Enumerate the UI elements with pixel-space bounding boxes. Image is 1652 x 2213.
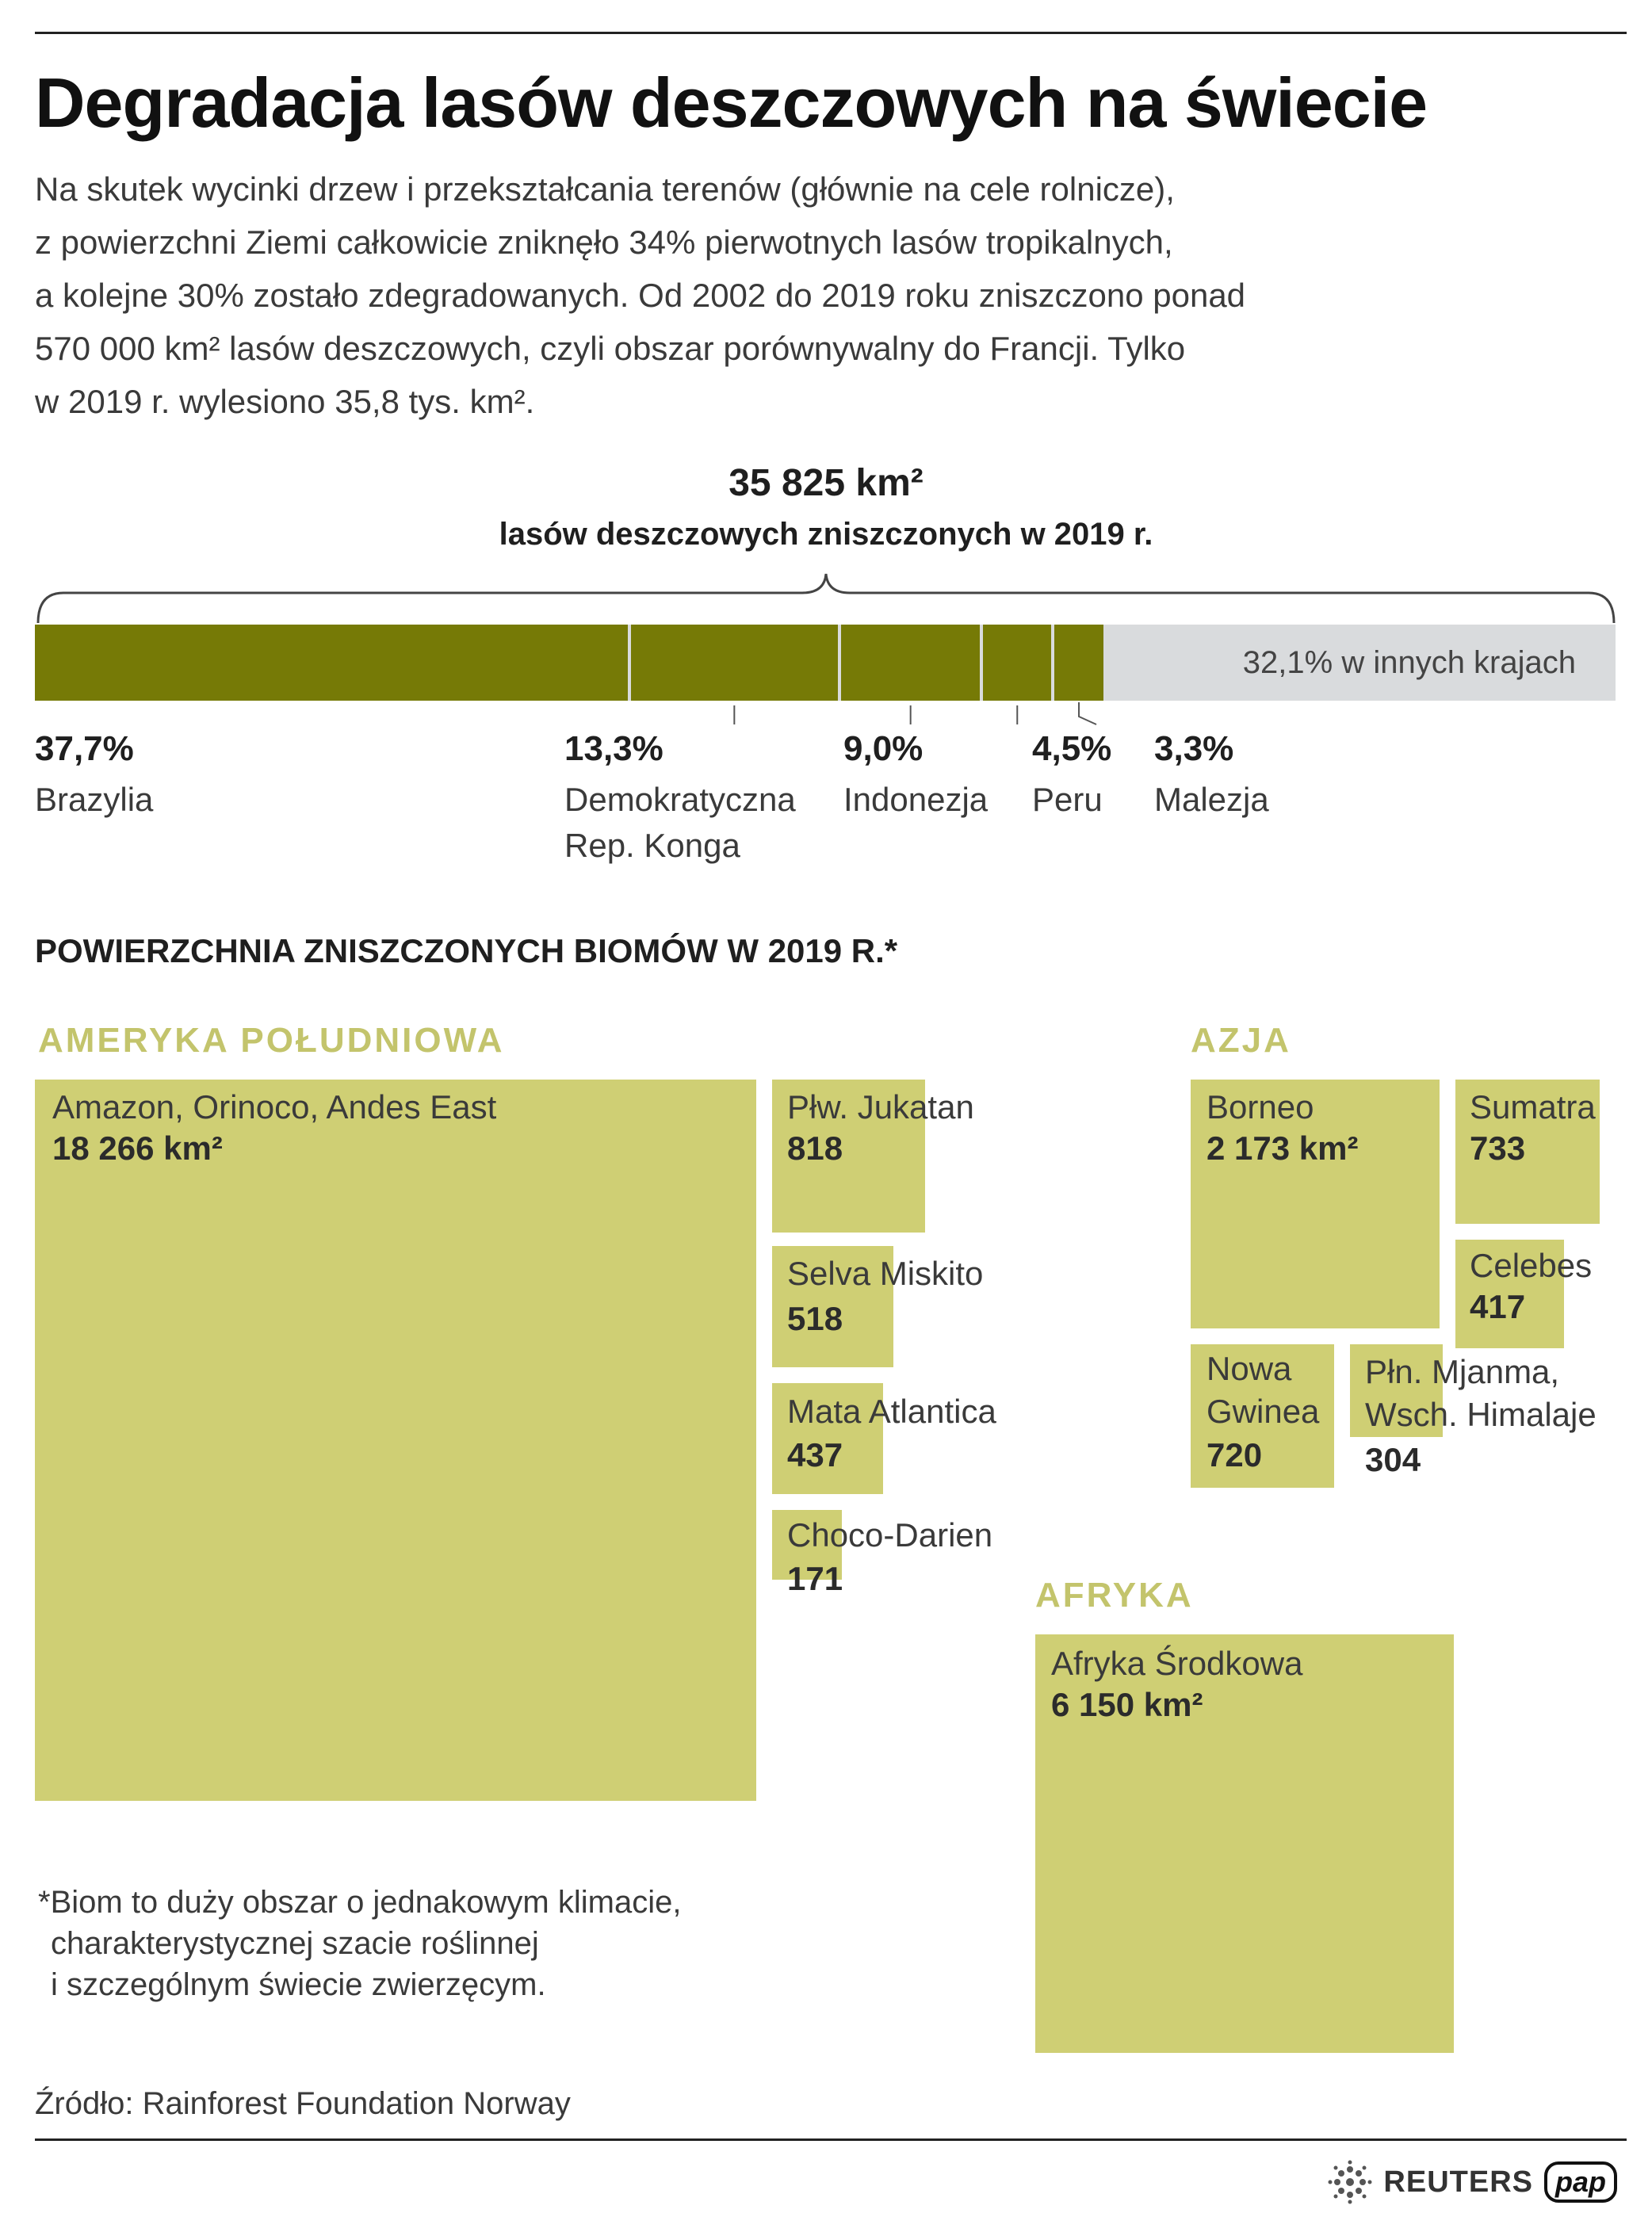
intro-line-1: Na skutek wycinki drzew i przekształcani…: [35, 170, 1175, 208]
biome-box-choco-darien: [772, 1510, 842, 1580]
share-bar: 32,1% w innych krajach: [35, 625, 1616, 701]
biome-name-amazon: Amazon, Orinoco, Andes East: [52, 1088, 497, 1126]
intro-line-3: a kolejne 30% zostało zdegradowanych. Od…: [35, 277, 1246, 314]
intro-line-4: 570 000 km² lasów deszczowych, czyli obs…: [35, 330, 1186, 367]
pct-malaysia: 3,3%: [1154, 729, 1234, 768]
biome-name-mata-atlantica: Mata Atlantica: [787, 1393, 996, 1430]
biomes-title: POWIERZCHNIA ZNISZCZONYCH BIOMÓW W 2019 …: [35, 932, 898, 969]
biome-name-celebes: Celebes: [1470, 1247, 1593, 1284]
footnote-line-1: *Biom to duży obszar o jednakowym klimac…: [38, 1885, 682, 1920]
biome-name-nowa-gwinea-1: Nowa: [1206, 1350, 1292, 1387]
biome-box-celebes: [1455, 1240, 1564, 1348]
leader-line-malaysia: [1078, 702, 1097, 725]
biome-name-afryka-srodkowa: Afryka Środkowa: [1051, 1645, 1303, 1682]
biome-value-amazon: 18 266 km²: [52, 1129, 223, 1167]
bar-brace: [36, 573, 1616, 624]
bar-subtitle: lasów deszczowych zniszczonych w 2019 r.: [499, 517, 1153, 552]
country-indonesia: Indonezja: [843, 781, 989, 818]
region-asia: AZJA: [1191, 1021, 1291, 1060]
pct-indonesia: 9,0%: [843, 729, 924, 768]
region-south-america: AMERYKA POŁUDNIOWA: [38, 1021, 505, 1060]
biome-value-mjanma: 304: [1365, 1441, 1421, 1478]
biome-name-jukatan: Płw. Jukatan: [787, 1088, 974, 1126]
region-africa: AFRYKA: [1035, 1576, 1194, 1615]
page-title: Degradacja lasów deszczowych na świecie: [35, 63, 1428, 142]
biome-name-miskito: Selva Miskito: [787, 1255, 984, 1292]
biome-name-mjanma-2: Wsch. Himalaje: [1365, 1396, 1597, 1433]
bar-segment-indonesia: [840, 625, 981, 701]
biome-value-mata-atlantica: 437: [787, 1436, 843, 1473]
bar-segment-brazil: [35, 625, 628, 701]
other-countries-label: 32,1% w innych krajach: [1242, 645, 1576, 680]
biome-box-mjanma: [1350, 1344, 1443, 1437]
biome-name-borneo: Borneo: [1206, 1088, 1314, 1126]
intro-line-5: w 2019 r. wylesiono 35,8 tys. km².: [35, 383, 535, 420]
pct-brazil: 37,7%: [35, 729, 134, 768]
top-rule: [35, 32, 1627, 34]
bar-segment-malaysia: [1054, 625, 1103, 701]
footnote-line-2: charakterystycznej szacie roślinnej: [51, 1926, 539, 1961]
biome-name-nowa-gwinea-2: Gwinea: [1206, 1393, 1320, 1430]
country-brazil: Brazylia: [35, 781, 154, 818]
source-note: Źródło: Rainforest Foundation Norway: [35, 2086, 571, 2121]
bottom-rule: [35, 2138, 1627, 2141]
biome-value-choco-darien: 171: [787, 1560, 843, 1597]
biome-name-sumatra: Sumatra: [1470, 1088, 1596, 1126]
bar-segment-peru: [983, 625, 1052, 701]
biome-box-amazon: [35, 1080, 756, 1801]
pct-peru: 4,5%: [1032, 729, 1112, 768]
country-malaysia: Malezja: [1154, 781, 1269, 818]
bar-total-value: 35 825 km²: [728, 462, 924, 504]
biome-box-nowa-gwinea: [1191, 1344, 1334, 1488]
biome-value-borneo: 2 173 km²: [1206, 1129, 1359, 1167]
biome-name-mjanma-1: Płn. Mjanma,: [1365, 1353, 1560, 1390]
intro-line-2: z powierzchni Ziemi całkowicie zniknęło …: [35, 224, 1173, 261]
reuters-logo-text: REUTERS: [1383, 2165, 1533, 2199]
bar-segment-drc: [630, 625, 838, 701]
biome-value-afryka-srodkowa: 6 150 km²: [1051, 1686, 1203, 1723]
pap-logo: pap: [1543, 2161, 1617, 2203]
biome-name-choco-darien: Choco-Darien: [787, 1516, 993, 1554]
country-peru: Peru: [1032, 781, 1103, 818]
biome-value-jukatan: 818: [787, 1129, 843, 1167]
biome-value-miskito: 518: [787, 1300, 843, 1337]
biome-value-celebes: 417: [1470, 1288, 1526, 1325]
bar-leader-lines: [733, 702, 1097, 725]
biome-value-sumatra: 733: [1470, 1129, 1526, 1167]
logo-area: REUTERS pap: [1328, 2154, 1617, 2210]
country-drc-line1: Demokratyczna: [564, 781, 796, 818]
biome-box-sumatra: [1455, 1080, 1600, 1224]
biome-box-mata-atlantica: [772, 1383, 883, 1494]
biome-box-jukatan: [772, 1080, 925, 1233]
pct-drc: 13,3%: [564, 729, 663, 768]
biome-box-borneo: [1191, 1080, 1440, 1328]
biome-box-miskito: [772, 1246, 893, 1367]
reuters-logo-icon: [1328, 2160, 1372, 2204]
country-drc-line2: Rep. Konga: [564, 827, 740, 864]
biome-box-afryka-srodkowa: [1035, 1634, 1454, 2053]
footnote-line-3: i szczególnym świecie zwierzęcym.: [51, 1967, 546, 2002]
biome-value-nowa-gwinea: 720: [1206, 1436, 1263, 1473]
